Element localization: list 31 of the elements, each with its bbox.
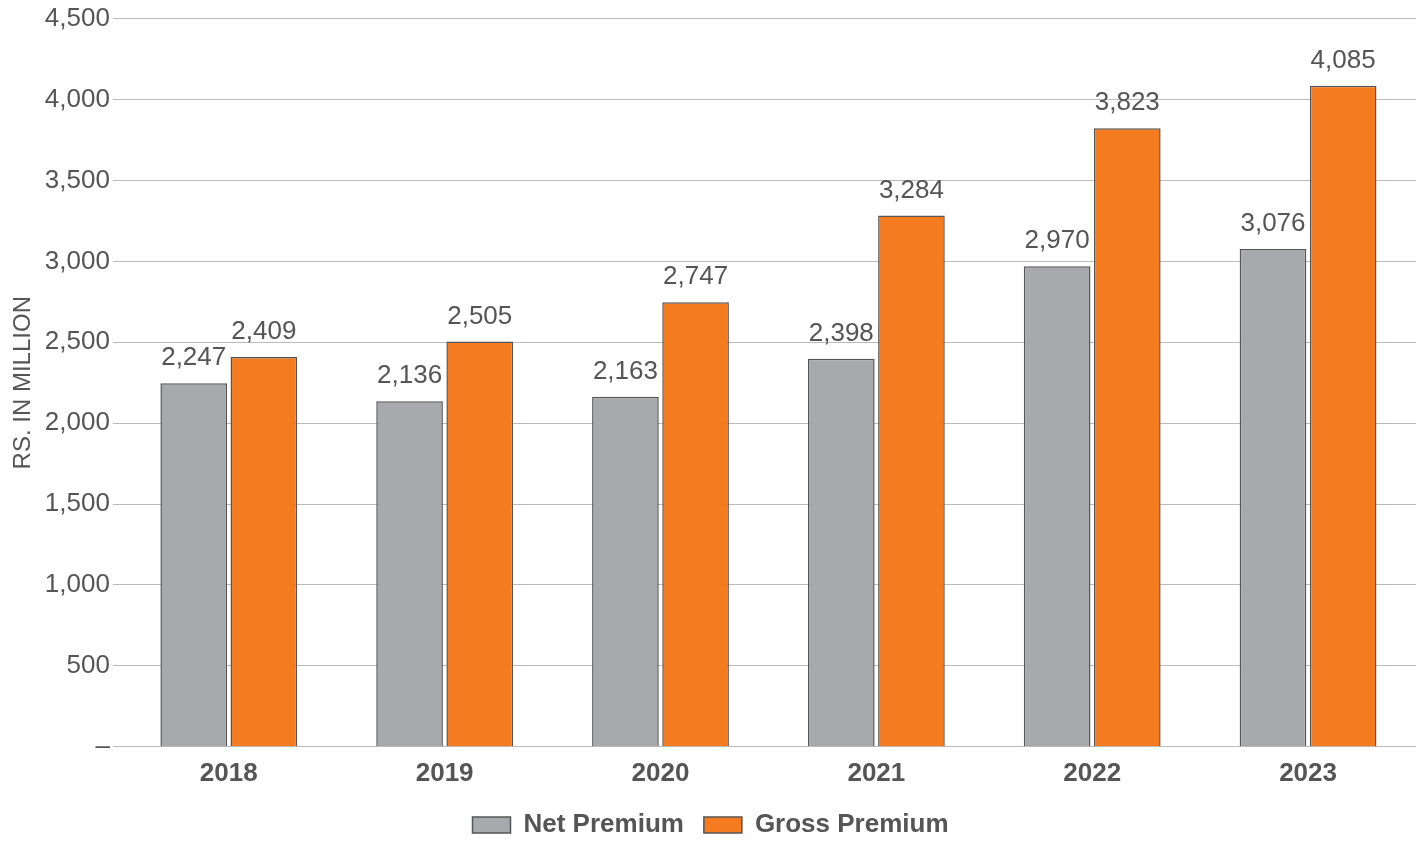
data-label: 2,398	[808, 316, 874, 347]
y-tick-label: 3,000	[44, 244, 110, 275]
y-tick-label: 1,000	[44, 568, 110, 599]
y-tick-label: 2,000	[44, 406, 110, 437]
y-axis-title: RS. IN MILLION	[8, 296, 36, 470]
data-label: 2,747	[663, 260, 729, 291]
y-tick-label: 4,000	[44, 82, 110, 113]
y-tick-label: 2,500	[44, 325, 110, 356]
data-label: 2,970	[1024, 224, 1090, 255]
data-label: 3,076	[1240, 207, 1306, 238]
data-label: 3,284	[878, 173, 944, 204]
data-label: 4,085	[1310, 43, 1376, 74]
x-tick-label: 2020	[631, 756, 690, 787]
legend-label: Gross Premium	[754, 808, 949, 839]
data-label: 2,409	[231, 315, 297, 346]
y-tick-label: 4,500	[44, 1, 110, 32]
legend-label: Net Premium	[523, 808, 684, 839]
data-label: 2,136	[377, 359, 443, 390]
y-tick-label: 1,500	[44, 487, 110, 518]
data-label: 2,505	[447, 299, 513, 330]
x-tick-label: 2022	[1063, 756, 1122, 787]
y-tick-label: 3,500	[44, 163, 110, 194]
x-tick-label: 2021	[847, 756, 906, 787]
data-label: 2,163	[592, 354, 658, 385]
y-tick-label: 500	[66, 649, 110, 680]
x-tick-label: 2019	[415, 756, 474, 787]
x-tick-label: 2018	[199, 756, 258, 787]
x-tick-label: 2023	[1279, 756, 1337, 787]
data-label: 3,823	[1094, 86, 1160, 117]
y-tick-label: –	[95, 729, 111, 760]
data-label: 2,247	[161, 341, 227, 372]
